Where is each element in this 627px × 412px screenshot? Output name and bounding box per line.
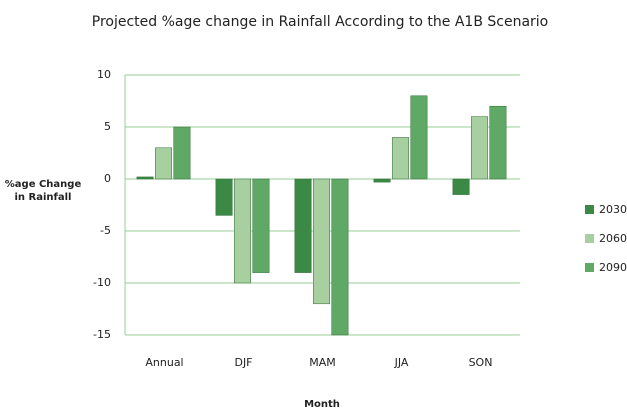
bar [373,178,391,183]
legend-label: 2060 [599,232,627,245]
x-axis-label: Month [304,399,340,410]
y-tick-label: -5 [100,224,111,237]
legend-label: 2030 [599,203,627,216]
bar [234,178,251,284]
bar [410,95,428,180]
legend-label: 2090 [599,261,627,274]
chart-title: Projected %age change in Rainfall Accord… [92,14,548,30]
bar [489,105,507,180]
bar [294,178,312,273]
legend-swatch [585,234,594,243]
x-tick-label: JJA [394,356,409,369]
bar [331,178,349,336]
y-tick-label: 0 [104,172,111,185]
y-tick-label: 5 [104,120,111,133]
legend-swatch [585,205,594,214]
x-tick-label: DJF [234,356,252,369]
bar [252,178,270,273]
bar [215,178,233,216]
x-tick-label: Annual [145,356,183,369]
y-tick-label: 10 [97,68,111,81]
x-tick-label: SON [469,356,493,369]
y-axis-label: %age Change in Rainfall [4,179,82,203]
bar [313,178,330,305]
x-tick-label: MAM [309,356,336,369]
y-tick-label: -15 [93,328,111,341]
bar [392,137,409,180]
bar [173,126,191,180]
legend-swatch [585,263,594,272]
bar [471,116,488,180]
y-tick-label: -10 [93,276,111,289]
bar [452,178,470,195]
bar [136,176,154,180]
bar [155,147,172,180]
